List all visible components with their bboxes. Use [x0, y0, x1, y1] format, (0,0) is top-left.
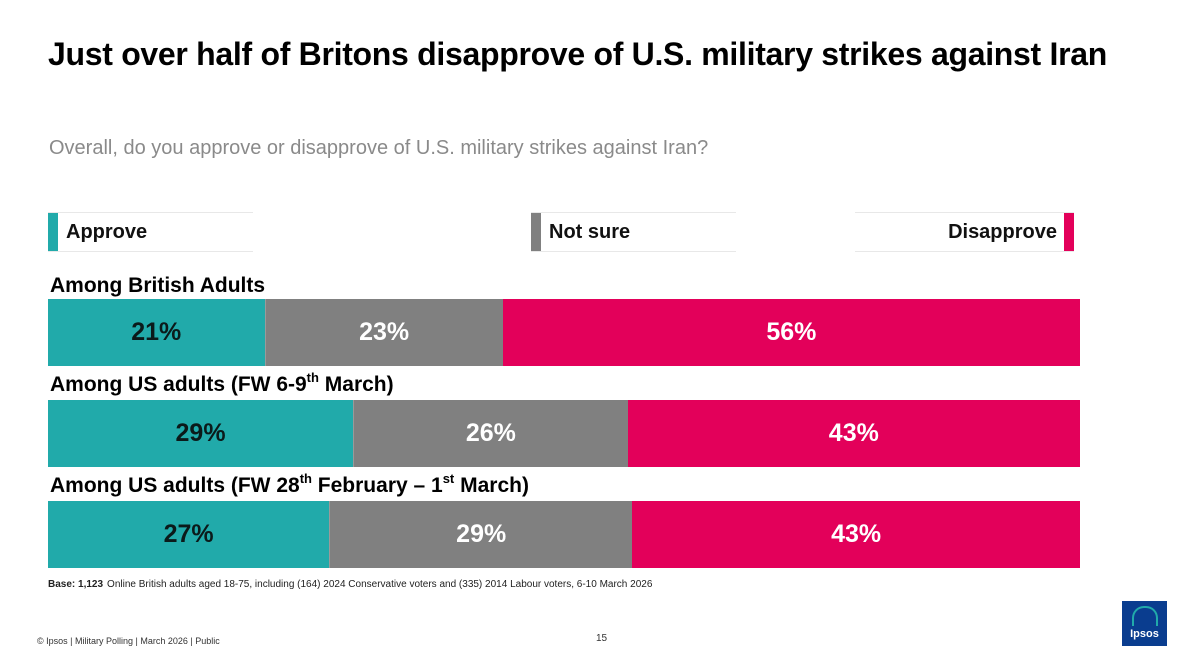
data-label-disapprove: 56% [766, 318, 817, 346]
bar-segment-disapprove: 43% [632, 501, 1081, 568]
bar-segment-not-sure: 23% [264, 299, 503, 366]
legend-approve-swatch [48, 213, 58, 251]
bar-segment-not-sure: 26% [353, 400, 628, 467]
row-label-part: Among US adults (FW 28 [50, 474, 300, 497]
bar-segment-not-sure: 29% [329, 501, 633, 568]
row-label-part: February – 1 [311, 474, 443, 497]
legend-disapprove: Disapprove [855, 212, 1074, 252]
legend-disapprove-label: Disapprove [948, 220, 1057, 243]
row-label-us-adults-6-9-march: Among US adults (FW 6-9th March) [50, 370, 394, 397]
ipsos-logo-mark-icon [1131, 606, 1158, 626]
data-label-approve: 29% [175, 419, 226, 447]
data-label-disapprove: 43% [831, 520, 882, 548]
page-number: 15 [596, 633, 608, 644]
row-label-us-adults-28-feb-1-march: Among US adults (FW 28th February – 1st … [50, 471, 529, 498]
base-text: Online British adults aged 18-75, includ… [107, 579, 653, 590]
base-note: Base: 1,123 Online British adults aged 18… [48, 579, 652, 590]
page-title: Just over half of Britons disapprove of … [48, 36, 1107, 72]
question-subtitle: Overall, do you approve or disapprove of… [49, 137, 709, 159]
ipsos-logo: Ipsos [1122, 601, 1167, 646]
data-label-disapprove: 43% [828, 419, 879, 447]
base-label: Base: 1,123 [48, 579, 104, 590]
row-label-british-adults: Among British Adults [50, 274, 265, 298]
bar-segment-approve: 27% [48, 501, 330, 568]
legend-not-sure-label: Not sure [549, 220, 631, 243]
row-label-part: March) [454, 474, 529, 497]
row-label-superscript: th [306, 370, 319, 385]
bar-segment-approve: 29% [48, 400, 354, 467]
bar-us-adults-28-feb-1-march: 27% 29% 43% [48, 501, 1081, 568]
bar-segment-disapprove: 56% [502, 299, 1081, 366]
data-label-not-sure: 29% [456, 520, 507, 548]
legend-approve-label: Approve [66, 220, 148, 243]
row-label-part: March) [318, 373, 394, 396]
bar-us-adults-6-9-march: 29% 26% 43% [48, 400, 1081, 467]
bar-segment-approve: 21% [48, 299, 265, 366]
row-label-british-adults-text: Among British Adults [50, 274, 266, 297]
data-label-approve: 21% [131, 318, 182, 346]
legend-not-sure: Not sure [531, 212, 736, 252]
row-label-superscript: st [442, 471, 455, 486]
bar-segment-disapprove: 43% [627, 400, 1081, 467]
row-label-part: Among US adults (FW 6-9 [50, 373, 307, 396]
footer-copyright: © Ipsos | Military Polling | March 2026 … [37, 636, 220, 646]
data-label-not-sure: 26% [465, 419, 516, 447]
data-label-not-sure: 23% [359, 318, 410, 346]
ipsos-logo-text: Ipsos [1130, 628, 1159, 640]
legend-approve: Approve [48, 212, 253, 252]
legend-disapprove-swatch [1064, 213, 1074, 251]
legend-not-sure-swatch [531, 213, 541, 251]
bar-british-adults: 21% 23% 56% [48, 299, 1081, 366]
data-label-approve: 27% [163, 520, 214, 548]
row-label-superscript: th [299, 471, 312, 486]
